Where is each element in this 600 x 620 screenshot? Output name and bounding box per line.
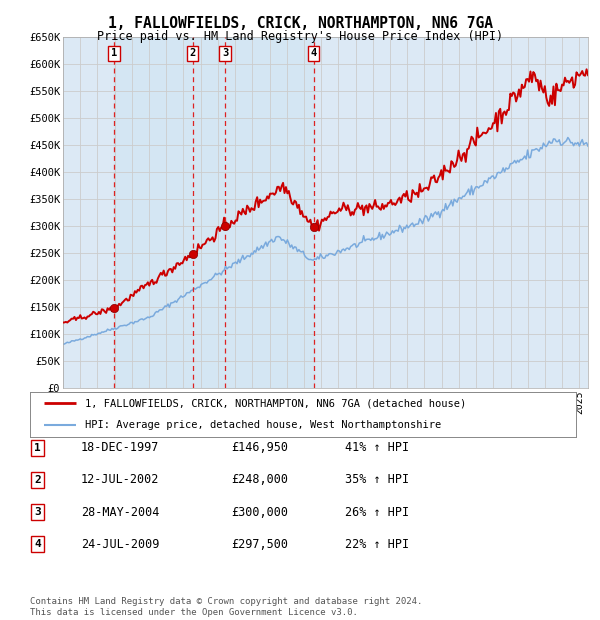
Text: 1, FALLOWFIELDS, CRICK, NORTHAMPTON, NN6 7GA: 1, FALLOWFIELDS, CRICK, NORTHAMPTON, NN6… [107, 16, 493, 31]
Text: 12-JUL-2002: 12-JUL-2002 [81, 474, 160, 486]
Text: £297,500: £297,500 [231, 538, 288, 551]
Text: Price paid vs. HM Land Registry's House Price Index (HPI): Price paid vs. HM Land Registry's House … [97, 30, 503, 43]
Text: HPI: Average price, detached house, West Northamptonshire: HPI: Average price, detached house, West… [85, 420, 441, 430]
Text: 1: 1 [34, 443, 41, 453]
Text: 24-JUL-2009: 24-JUL-2009 [81, 538, 160, 551]
Text: 1: 1 [111, 48, 117, 58]
Text: Contains HM Land Registry data © Crown copyright and database right 2024.
This d: Contains HM Land Registry data © Crown c… [30, 598, 422, 617]
Text: £248,000: £248,000 [231, 474, 288, 486]
Text: 22% ↑ HPI: 22% ↑ HPI [345, 538, 409, 551]
Text: 35% ↑ HPI: 35% ↑ HPI [345, 474, 409, 486]
Text: £300,000: £300,000 [231, 506, 288, 518]
Text: 1, FALLOWFIELDS, CRICK, NORTHAMPTON, NN6 7GA (detached house): 1, FALLOWFIELDS, CRICK, NORTHAMPTON, NN6… [85, 398, 466, 408]
Text: 18-DEC-1997: 18-DEC-1997 [81, 441, 160, 454]
Text: 3: 3 [34, 507, 41, 517]
Text: 2: 2 [34, 475, 41, 485]
Text: £146,950: £146,950 [231, 441, 288, 454]
Text: 41% ↑ HPI: 41% ↑ HPI [345, 441, 409, 454]
Bar [114, 37, 314, 387]
Text: 26% ↑ HPI: 26% ↑ HPI [345, 506, 409, 518]
Text: 4: 4 [310, 48, 317, 58]
Text: 4: 4 [34, 539, 41, 549]
Text: 3: 3 [222, 48, 228, 58]
Text: 2: 2 [190, 48, 196, 58]
Text: 28-MAY-2004: 28-MAY-2004 [81, 506, 160, 518]
